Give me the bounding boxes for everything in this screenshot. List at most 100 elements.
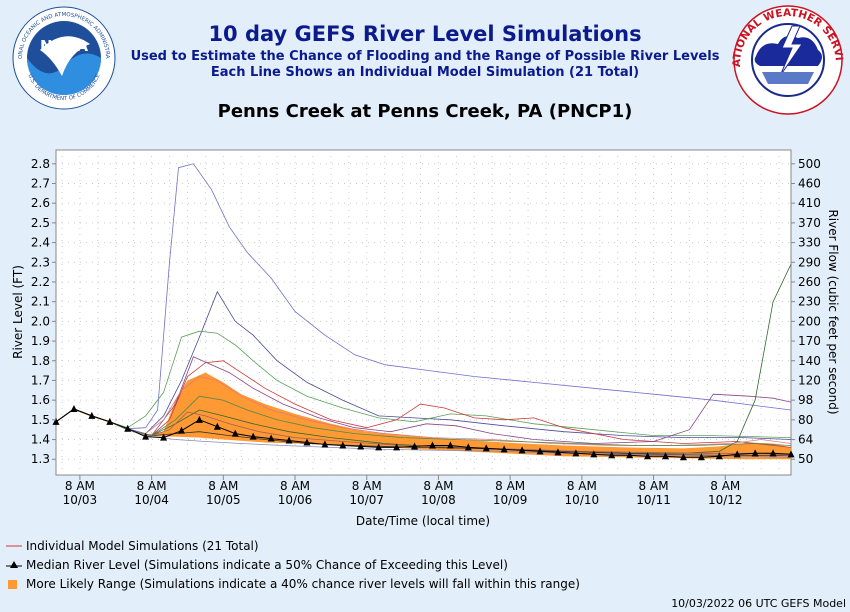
x-axis-label: Date/Time (local time) [356,514,490,528]
y2-tick-label: 260 [798,275,821,289]
chart-title: 10 day GEFS River Level Simulations [208,22,642,46]
legend-item-median: Median River Level (Simulations indicate… [6,558,508,572]
y2-tick-label: 140 [798,354,821,368]
y-axis-label: River Level (FT) [11,265,25,359]
y2-tick-label: 200 [798,314,821,328]
chart-subtitle-2: Each Line Shows an Individual Model Simu… [210,65,640,80]
y-tick-label: 2.4 [31,236,50,250]
y2-tick-label: 410 [798,196,821,210]
y2-tick-label: 50 [798,452,813,466]
y2-tick-label: 80 [798,413,813,427]
median-marker [751,449,759,457]
median-marker [70,405,78,413]
y-tick-label: 1.6 [31,393,50,407]
x-tick-label-date: 10/12 [708,493,743,507]
legend-label-individual: Individual Model Simulations (21 Total) [26,539,259,553]
simulation-line-3 [55,330,792,438]
median-marker [88,411,96,419]
median-marker [787,450,795,458]
median-marker [303,438,311,446]
y-tick-label: 2.7 [31,176,50,190]
median-marker [518,446,526,454]
y2-tick-label: 98 [798,393,813,407]
median-marker [393,443,401,451]
median-marker [267,434,275,442]
likely-range-band [56,372,791,460]
x-tick-label-time: 8 AM [495,479,525,493]
median-marker [195,415,203,423]
legend-item-individual: Individual Model Simulations (21 Total) [6,539,259,553]
legend-label-range: More Likely Range (Simulations indicate … [26,577,580,591]
x-tick-label-time: 8 AM [137,479,167,493]
x-tick-label-date: 10/05 [206,493,241,507]
median-marker [375,443,383,451]
median-marker [321,440,329,448]
median-marker [124,424,132,432]
x-tick-label-date: 10/10 [565,493,600,507]
y-tick-label: 1.4 [31,433,50,447]
median-line-swatch [6,561,22,568]
x-tick-label-date: 10/04 [134,493,169,507]
y2-axis-label: River Flow (cubic feet per second) [826,209,840,414]
y-tick-label: 1.7 [31,373,50,387]
y2-tick-label: 120 [798,373,821,387]
y-tick-label: 2.8 [31,157,50,171]
x-tick-label-time: 8 AM [352,479,382,493]
y-tick-label: 1.5 [31,413,50,427]
y-tick-label: 2.1 [31,295,50,309]
median-marker [464,443,472,451]
x-tick-label-time: 8 AM [65,479,95,493]
y-tick-label: 2.5 [31,216,50,230]
noaa-logo-text: NOAA [40,37,89,55]
median-marker [697,453,705,461]
median-marker [626,451,634,459]
x-tick-label-time: 8 AM [710,479,740,493]
x-tick-label-time: 8 AM [208,479,238,493]
x-tick-label-date: 10/09 [493,493,528,507]
median-polyline [55,408,792,458]
y2-tick-label: 290 [798,255,821,269]
y-tick-label: 2.3 [31,255,50,269]
median-marker [500,445,508,453]
y2-tick-label: 460 [798,176,821,190]
median-marker [339,441,347,449]
y2-tick-label: 170 [798,334,821,348]
median-marker [446,441,454,449]
individual-line-swatch [6,545,22,547]
noaa-logo: NOAA NATIONAL OCEANIC AND ATMOSPHERIC AD… [9,2,116,114]
x-tick-label-date: 10/06 [278,493,313,507]
y2-tick-label: 330 [798,236,821,250]
y-tick-label: 2.6 [31,196,50,210]
legend-label-median: Median River Level (Simulations indicate… [26,558,508,572]
x-tick-label-date: 10/07 [349,493,384,507]
station-name: Penns Creek at Penns Creek, PA (PNCP1) [217,101,633,122]
x-tick-label-date: 10/03 [63,493,98,507]
median-marker [482,444,490,452]
median-marker [733,450,741,458]
y-tick-label: 1.8 [31,354,50,368]
chart-subtitle-1: Used to Estimate the Chance of Flooding … [130,49,720,64]
y2-tick-label: 500 [798,157,821,171]
y-tick-label: 2.2 [31,275,50,289]
legend-item-range: More Likely Range (Simulations indicate … [6,577,580,591]
median-marker [106,417,114,425]
y2-tick-label: 64 [798,433,813,447]
y-tick-label: 2.0 [31,314,50,328]
median-marker [177,426,185,434]
range-swatch [8,580,17,589]
median-marker [142,432,150,440]
x-tick-label-time: 8 AM [280,479,310,493]
median-marker [285,436,293,444]
median-marker [715,452,723,460]
median-marker [608,451,616,459]
median-marker [590,450,598,458]
median-marker [428,441,436,449]
x-tick-label-date: 10/11 [636,493,671,507]
axes: 1.3 1.4 1.5 1.6 1.7 1.8 1.9 2.0 2.1 2.2 2.3 2.4 2.5 2… [31,157,821,507]
model-run-footer: 10/03/2022 06 UTC GEFS Model [671,597,846,610]
x-tick-label-time: 8 AM [423,479,453,493]
median-marker [554,448,562,456]
y2-tick-label: 370 [798,216,821,230]
median-marker [644,452,652,460]
median-marker [52,417,60,425]
